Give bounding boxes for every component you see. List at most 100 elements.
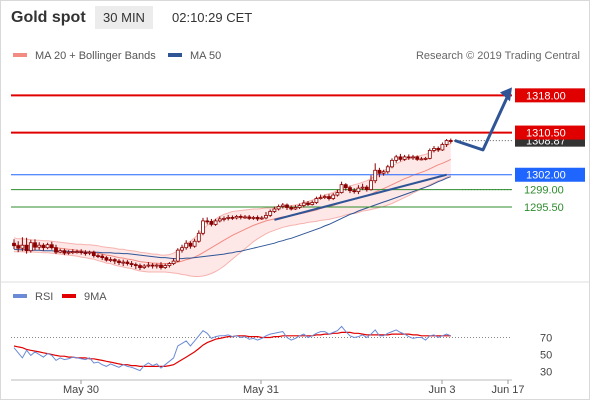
candle-body bbox=[150, 264, 155, 267]
timestamp: 02:10:29 CET bbox=[172, 10, 253, 25]
candle-body bbox=[243, 216, 247, 219]
candle-body bbox=[12, 242, 16, 247]
candle-body bbox=[432, 148, 436, 151]
candle-body bbox=[49, 244, 54, 249]
candle-body bbox=[41, 244, 46, 249]
candle-body bbox=[70, 251, 75, 254]
ma50-line bbox=[13, 176, 451, 260]
rsi-tick-30: 30 bbox=[540, 367, 552, 379]
candle-body bbox=[163, 265, 168, 268]
x-tick-label: Jun 3 bbox=[429, 384, 456, 396]
candle-body bbox=[96, 255, 100, 258]
candle-body bbox=[285, 204, 289, 208]
candle-body bbox=[289, 207, 294, 210]
legend-bollinger: MA 20 + Bollinger Bands bbox=[13, 50, 156, 62]
candle-body bbox=[159, 264, 163, 268]
candle-body bbox=[369, 180, 373, 191]
candle-body bbox=[75, 251, 79, 254]
candle-body bbox=[205, 220, 210, 223]
candle-body bbox=[167, 263, 172, 266]
candle-body bbox=[339, 184, 344, 194]
candle-body bbox=[79, 251, 84, 254]
legend-ma50: MA 50 bbox=[168, 50, 221, 62]
candle-body bbox=[293, 207, 298, 210]
legend-bollinger-label: MA 20 + Bollinger Bands bbox=[35, 50, 156, 62]
candle-body bbox=[117, 260, 121, 263]
candle-body bbox=[423, 157, 428, 160]
candle-body bbox=[83, 252, 88, 255]
candle-body bbox=[45, 244, 50, 249]
candle-body bbox=[87, 251, 92, 254]
candle-body bbox=[217, 218, 222, 222]
candle-body bbox=[331, 194, 336, 199]
ma20-line bbox=[13, 158, 452, 265]
price-legend: MA 20 + Bollinger Bands MA 50 Research ©… bbox=[0, 50, 590, 66]
candle-body bbox=[138, 265, 142, 268]
candle-body bbox=[213, 220, 218, 225]
rsi-legend: RSI 9MA bbox=[0, 291, 590, 307]
candle-body bbox=[108, 259, 113, 262]
candle-body bbox=[268, 211, 273, 216]
candle-body bbox=[54, 247, 58, 253]
candle-body bbox=[100, 255, 105, 259]
candle-body bbox=[352, 190, 357, 193]
candle-body bbox=[175, 249, 180, 262]
legend-rsi-label: RSI bbox=[35, 291, 54, 303]
header-bar: Gold spot 30 MIN 02:10:29 CET bbox=[0, 0, 590, 36]
legend-rsi: RSI bbox=[13, 291, 53, 303]
forecast-arrowhead bbox=[500, 87, 512, 102]
instrument-title: Gold spot bbox=[11, 9, 86, 26]
forecast-path bbox=[454, 94, 510, 152]
candle-body bbox=[301, 202, 306, 206]
candle-body bbox=[37, 244, 42, 248]
candle-body bbox=[402, 156, 407, 160]
candle-body bbox=[259, 217, 264, 220]
candle-body bbox=[394, 156, 399, 161]
candle-body bbox=[335, 192, 340, 196]
x-tick-label: May 30 bbox=[63, 384, 99, 396]
legend-9ma-label: 9MA bbox=[84, 291, 107, 303]
candle-body bbox=[154, 264, 159, 267]
candle-body bbox=[171, 260, 176, 264]
candle-body bbox=[247, 216, 252, 219]
candle-body bbox=[322, 196, 327, 198]
candle-body bbox=[448, 140, 453, 142]
level-box-1302.00 bbox=[515, 167, 585, 182]
candle-body bbox=[129, 263, 134, 265]
candle-body bbox=[230, 217, 235, 219]
legend-9ma: 9MA bbox=[62, 291, 107, 303]
candle-body bbox=[16, 245, 21, 249]
candle-body bbox=[125, 261, 130, 264]
rsi-tick-70: 70 bbox=[540, 333, 552, 345]
candle-body bbox=[255, 217, 260, 220]
candle-body bbox=[297, 205, 302, 208]
candle-body bbox=[398, 156, 403, 160]
candle-body bbox=[306, 202, 310, 205]
interval-selector[interactable]: 30 MIN bbox=[95, 6, 153, 29]
candle-body bbox=[314, 198, 319, 203]
candle-body bbox=[436, 148, 441, 151]
candle-body bbox=[184, 242, 189, 249]
candle-body bbox=[343, 184, 348, 189]
candle-body bbox=[58, 250, 63, 253]
candle-body bbox=[28, 242, 33, 252]
level-label-1299.00: 1299.00 bbox=[524, 185, 564, 197]
level-label-1310.50: 1310.50 bbox=[526, 128, 566, 140]
candle-body bbox=[251, 217, 256, 219]
candle-body bbox=[133, 264, 138, 266]
candle-body bbox=[24, 244, 29, 252]
bollinger-upper bbox=[13, 143, 452, 256]
candle-body bbox=[419, 158, 424, 161]
level-label-1318.00: 1318.00 bbox=[526, 90, 566, 102]
bollinger-band-fill bbox=[14, 143, 451, 277]
candle-body bbox=[20, 244, 25, 249]
candle-body bbox=[272, 208, 277, 212]
candle-body bbox=[427, 150, 432, 159]
level-label-1302.00: 1302.00 bbox=[526, 170, 566, 182]
level-label-1295.50: 1295.50 bbox=[524, 202, 564, 214]
x-tick-label: Jun 17 bbox=[491, 384, 524, 396]
candle-body bbox=[440, 144, 445, 151]
candle-body bbox=[234, 216, 239, 219]
candle-body bbox=[192, 240, 197, 247]
candle-body bbox=[327, 196, 331, 199]
